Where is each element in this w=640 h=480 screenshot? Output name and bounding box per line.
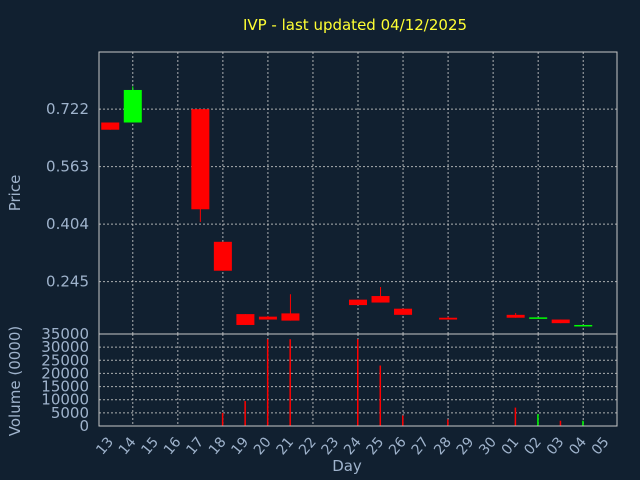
candle-body bbox=[213, 241, 232, 271]
price-grid bbox=[99, 52, 617, 334]
day-tick-label: 18 bbox=[206, 434, 230, 458]
candle-body bbox=[101, 122, 120, 130]
candle-body bbox=[394, 308, 413, 315]
candle-body bbox=[281, 313, 300, 321]
volume-tick-label: 35000 bbox=[41, 325, 89, 343]
day-tick-label: 23 bbox=[319, 434, 343, 458]
volume-tick-label: 0 bbox=[79, 417, 89, 435]
volume-bar bbox=[447, 419, 449, 426]
candle-body bbox=[123, 89, 142, 123]
day-tick-label: 21 bbox=[274, 434, 298, 458]
chart-title: IVP - last updated 04/12/2025 bbox=[243, 16, 467, 34]
volume-bar bbox=[402, 415, 404, 426]
day-tick-label: 17 bbox=[183, 434, 207, 458]
day-tick-label: 13 bbox=[93, 434, 117, 458]
volume-bar bbox=[266, 339, 269, 426]
volume-tick-label: 25000 bbox=[41, 351, 89, 369]
volume-bars bbox=[199, 339, 584, 426]
volume-tick-label: 10000 bbox=[41, 391, 89, 409]
day-axis-ticks: 1314151617181920212223242526272829300102… bbox=[93, 434, 612, 458]
candle-body bbox=[236, 314, 255, 325]
day-axis-label: Day bbox=[332, 457, 362, 475]
candle-body bbox=[191, 109, 210, 210]
volume-tick-label: 5000 bbox=[51, 404, 89, 422]
day-tick-label: 01 bbox=[499, 434, 523, 458]
candle-body bbox=[258, 316, 277, 320]
day-tick-label: 24 bbox=[341, 434, 365, 458]
price-axis-ticks: 0.722 0.563 0.404 0.245 bbox=[46, 100, 89, 290]
volume-bar bbox=[559, 420, 562, 426]
day-tick-label: 27 bbox=[409, 434, 433, 458]
day-tick-label: 14 bbox=[116, 434, 140, 458]
volume-bar bbox=[244, 401, 246, 426]
price-tick-label: 0.563 bbox=[46, 158, 89, 176]
candle-body bbox=[529, 317, 548, 319]
day-tick-label: 29 bbox=[454, 434, 478, 458]
day-tick-label: 03 bbox=[544, 434, 568, 458]
day-tick-label: 15 bbox=[138, 434, 162, 458]
day-tick-label: 16 bbox=[161, 434, 185, 458]
candlesticks bbox=[101, 86, 593, 327]
candle-body bbox=[439, 317, 458, 320]
price-tick-label: 0.245 bbox=[46, 273, 89, 291]
candle-body bbox=[348, 299, 368, 306]
volume-bar bbox=[289, 339, 291, 426]
day-tick-label: 30 bbox=[476, 434, 500, 458]
day-tick-label: 28 bbox=[431, 434, 455, 458]
price-axis-label: Price bbox=[6, 175, 24, 212]
day-tick-label: 02 bbox=[521, 434, 545, 458]
volume-tick-label: 30000 bbox=[41, 338, 89, 356]
day-tick-label: 25 bbox=[364, 434, 388, 458]
day-tick-label: 04 bbox=[566, 434, 590, 458]
candle-body bbox=[371, 296, 390, 303]
volume-bar bbox=[379, 365, 382, 426]
volume-bar bbox=[357, 339, 359, 426]
candle-body bbox=[574, 324, 593, 327]
day-tick-label: 22 bbox=[296, 434, 320, 458]
volume-bar bbox=[582, 420, 584, 426]
volume-bar bbox=[221, 412, 224, 426]
price-tick-label: 0.722 bbox=[46, 100, 89, 118]
day-tick-label: 05 bbox=[589, 434, 613, 458]
candle-body bbox=[551, 319, 570, 324]
volume-panel-frame bbox=[98, 333, 618, 427]
day-tick-label: 20 bbox=[251, 434, 275, 458]
day-tick-label: 19 bbox=[228, 434, 252, 458]
volume-tick-label: 15000 bbox=[41, 378, 89, 396]
day-tick-label: 26 bbox=[386, 434, 410, 458]
volume-bar bbox=[514, 407, 517, 426]
volume-bar bbox=[537, 414, 539, 426]
candle-body bbox=[506, 314, 525, 318]
volume-tick-label: 20000 bbox=[41, 364, 89, 382]
price-tick-label: 0.404 bbox=[46, 215, 89, 233]
volume-axis-label: Volume (0000) bbox=[6, 326, 24, 436]
